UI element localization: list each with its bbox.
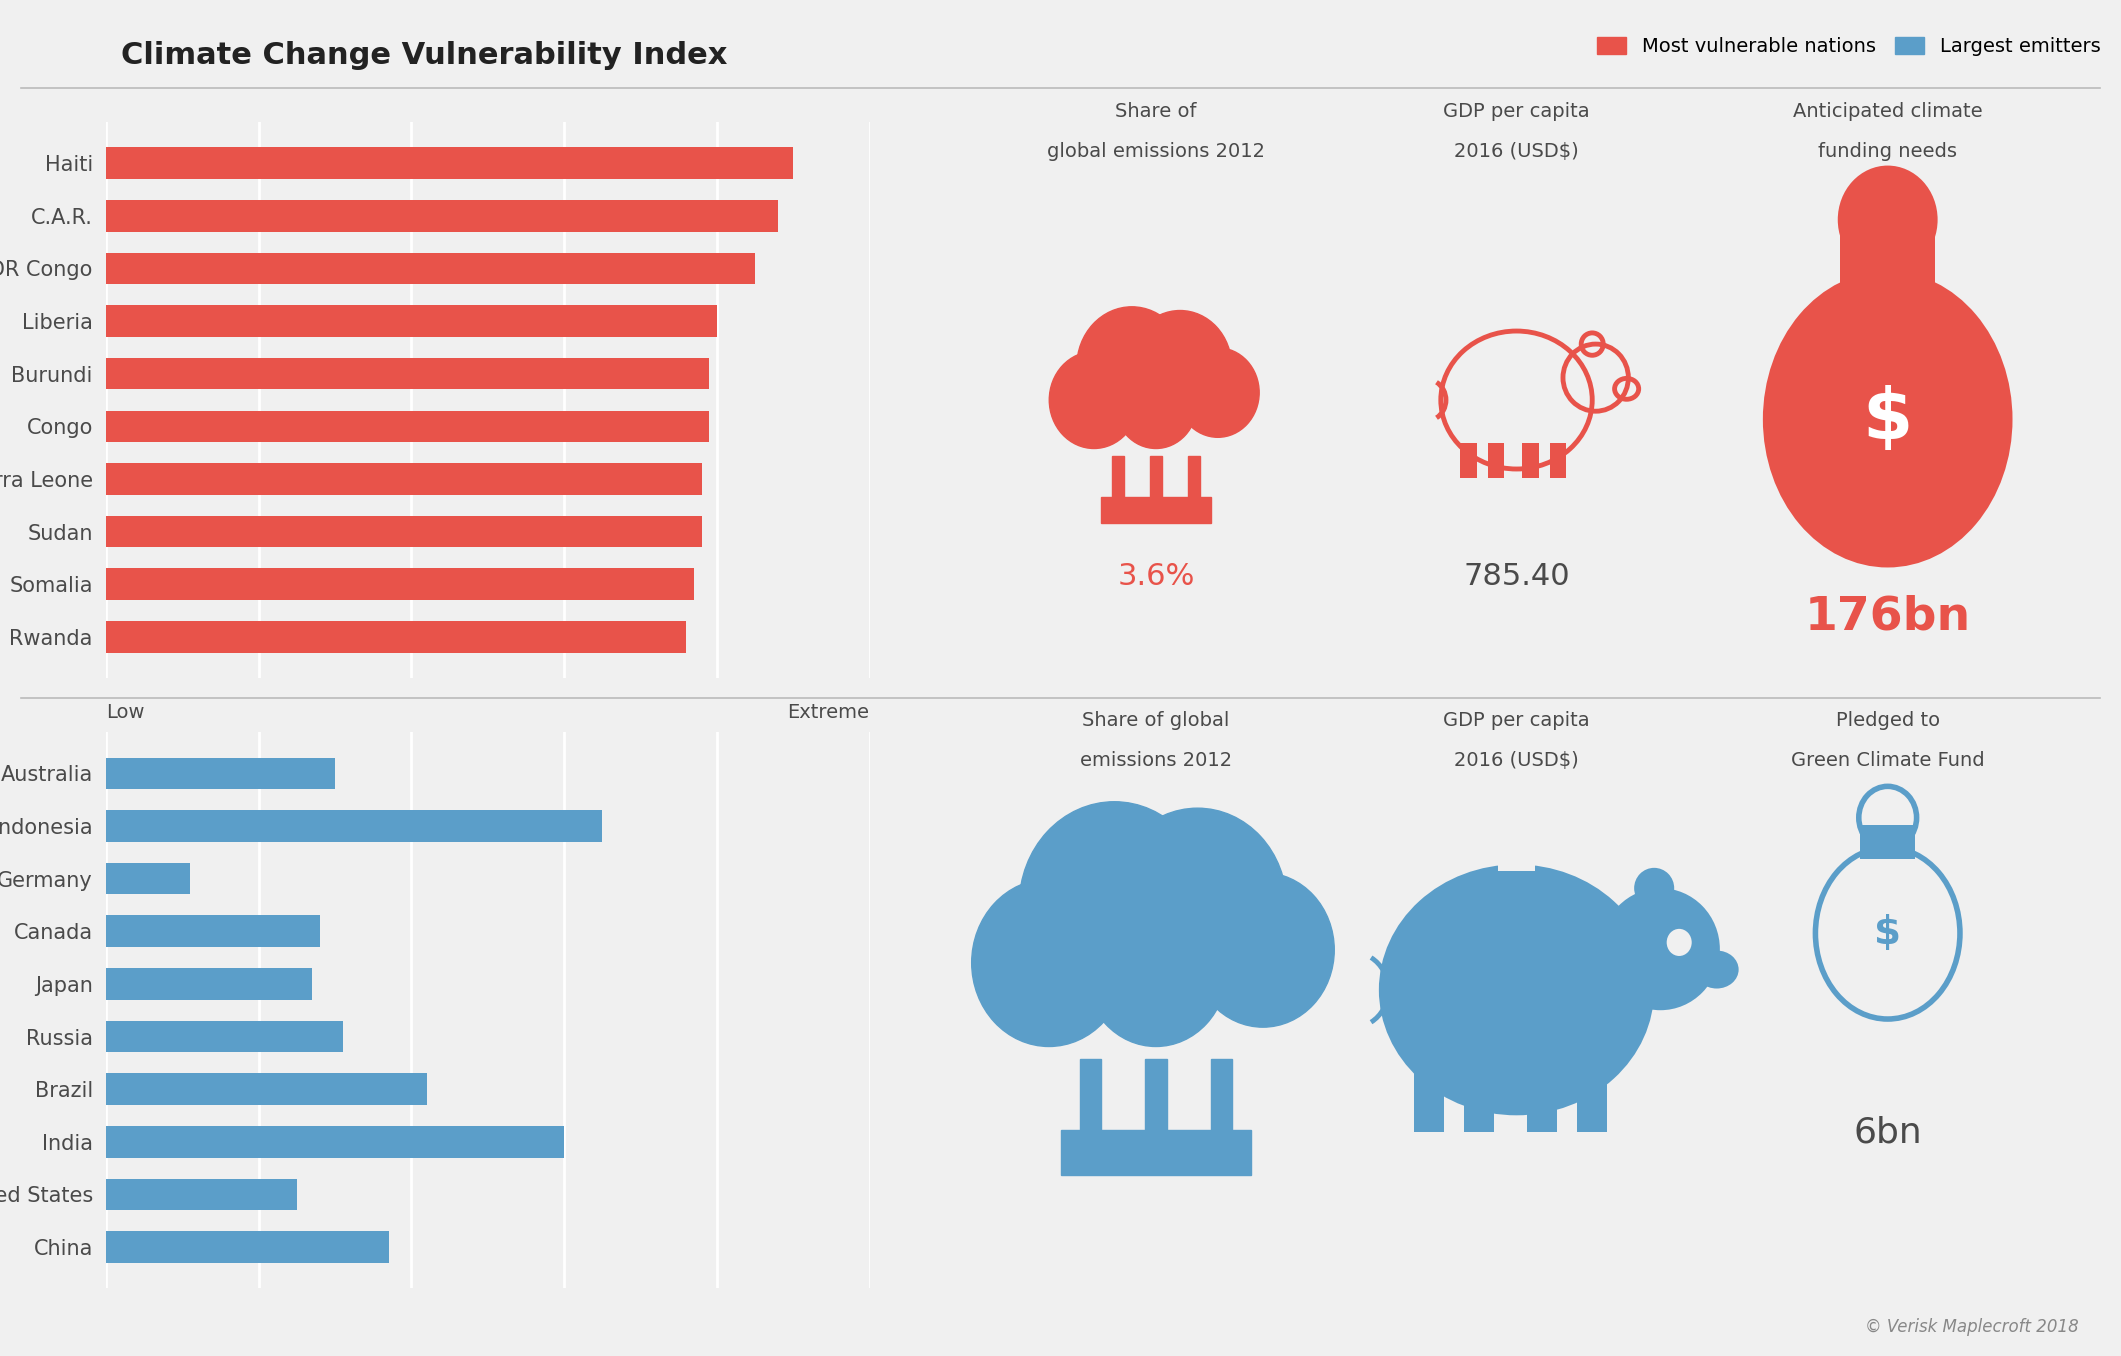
Text: global emissions 2012: global emissions 2012 <box>1048 142 1264 161</box>
Bar <box>1060 1131 1251 1176</box>
Text: 2016 (USD$): 2016 (USD$) <box>1455 751 1578 770</box>
Bar <box>1145 1059 1167 1131</box>
Bar <box>1841 233 1934 290</box>
Bar <box>106 411 708 442</box>
Text: 62%: 62% <box>1107 949 1205 990</box>
Bar <box>1576 1067 1606 1132</box>
Bar <box>1550 442 1565 479</box>
Text: Share of: Share of <box>1116 102 1196 121</box>
Text: Extreme: Extreme <box>787 704 870 723</box>
Circle shape <box>1667 929 1693 956</box>
Bar <box>1463 1067 1493 1132</box>
Text: GDP per capita: GDP per capita <box>1442 102 1591 121</box>
Text: Green Climate Fund: Green Climate Fund <box>1790 751 1985 770</box>
Bar <box>106 621 687 652</box>
Circle shape <box>1192 873 1334 1028</box>
Circle shape <box>1050 351 1139 449</box>
Bar <box>1101 498 1211 523</box>
Bar <box>106 464 702 495</box>
Text: 2016 (USD$): 2016 (USD$) <box>1455 142 1578 161</box>
Text: Share of global: Share of global <box>1082 711 1230 730</box>
Text: 176bn: 176bn <box>1805 594 1970 640</box>
Bar <box>1211 1059 1232 1131</box>
Text: Low: Low <box>106 704 144 723</box>
Text: Anticipated climate: Anticipated climate <box>1792 102 1983 121</box>
Bar <box>106 1178 297 1211</box>
Bar <box>1415 1067 1444 1132</box>
Text: emissions 2012: emissions 2012 <box>1080 751 1232 770</box>
Bar <box>106 862 191 895</box>
Bar <box>106 810 602 842</box>
Ellipse shape <box>1633 868 1673 909</box>
Bar <box>106 199 778 232</box>
Bar <box>1188 456 1200 498</box>
Circle shape <box>1116 359 1196 449</box>
Circle shape <box>1177 348 1260 438</box>
Bar <box>1080 1059 1101 1131</box>
Bar <box>1497 857 1536 871</box>
Ellipse shape <box>1601 888 1720 1010</box>
Text: $: $ <box>1862 385 1913 454</box>
Text: funding needs: funding needs <box>1818 142 1958 161</box>
Circle shape <box>1128 311 1232 423</box>
Text: GDP per capita: GDP per capita <box>1442 711 1591 730</box>
Bar <box>1860 824 1915 858</box>
Circle shape <box>971 879 1126 1047</box>
Bar <box>106 515 702 548</box>
Text: 785.40: 785.40 <box>1463 561 1570 591</box>
Circle shape <box>1109 808 1287 1001</box>
Bar <box>1150 456 1162 498</box>
Bar <box>106 305 717 336</box>
Bar <box>106 1074 426 1105</box>
Text: 3.6%: 3.6% <box>1118 561 1194 591</box>
Bar <box>1523 442 1538 479</box>
Circle shape <box>1837 165 1939 274</box>
Bar <box>1527 1067 1557 1132</box>
Text: 26,149.55: 26,149.55 <box>1438 983 1595 1010</box>
Bar <box>1459 442 1476 479</box>
Bar <box>106 1125 564 1158</box>
Bar <box>1487 442 1504 479</box>
Circle shape <box>1084 892 1228 1047</box>
Legend: Most vulnerable nations, Largest emitters: Most vulnerable nations, Largest emitter… <box>1597 37 2100 56</box>
Bar <box>106 568 694 601</box>
Text: $: $ <box>1875 914 1900 952</box>
Ellipse shape <box>1763 271 2013 568</box>
Text: © Verisk Maplecroft 2018: © Verisk Maplecroft 2018 <box>1864 1318 2079 1336</box>
Bar <box>106 148 793 179</box>
Bar <box>106 1231 388 1262</box>
Text: 6bn: 6bn <box>1854 1115 1922 1150</box>
Bar <box>106 915 320 946</box>
Text: Pledged to: Pledged to <box>1835 711 1941 730</box>
Bar <box>106 758 335 789</box>
Text: Climate Change Vulnerability Index: Climate Change Vulnerability Index <box>121 41 728 69</box>
Bar <box>1111 456 1124 498</box>
Bar <box>106 358 708 389</box>
Bar <box>106 968 312 999</box>
Circle shape <box>1077 306 1188 426</box>
Ellipse shape <box>1379 865 1654 1115</box>
Ellipse shape <box>1695 951 1739 989</box>
Circle shape <box>1020 801 1209 1008</box>
Bar <box>106 252 755 285</box>
Bar <box>106 1021 344 1052</box>
